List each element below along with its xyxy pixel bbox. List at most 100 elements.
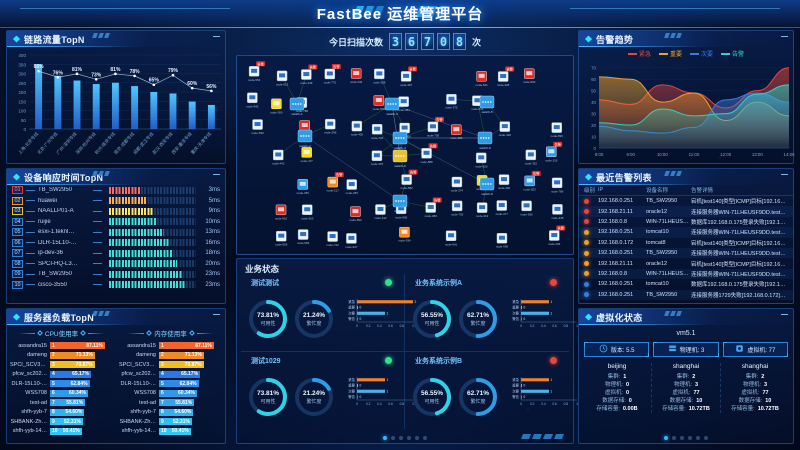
pager-dot[interactable] bbox=[696, 436, 700, 440]
device-cell: oracle12 bbox=[646, 208, 668, 215]
cpu-usage-column: CPU使用率 assandra15 1 87.11% dameng 2 71.13% SPC… bbox=[7, 325, 116, 443]
server-load-row[interactable]: DLR-15L10-… 5 62.84% bbox=[10, 379, 113, 389]
virtualization-chip[interactable]: 虚拟机: 77 bbox=[722, 342, 789, 357]
table-row[interactable]: 192.168.0.172 tomcat8 宕机[test140]类型[ICMP]目… bbox=[579, 238, 793, 248]
server-load-row[interactable]: pfcw_sc202… 4 65.17% bbox=[10, 370, 113, 380]
business-pager[interactable] bbox=[237, 436, 573, 440]
server-load-row[interactable]: dameng 2 71.13% bbox=[119, 351, 222, 361]
pager-dot[interactable] bbox=[704, 436, 708, 440]
load-value: 87.11% bbox=[86, 342, 103, 349]
collapse-icon[interactable] bbox=[781, 174, 788, 175]
business-status-cell[interactable]: 业务系统示例A 56.55% 可用性 62.71% 繁忙度 紧急 1 重要 0 次要 1 警告 0 0 0.… bbox=[405, 274, 578, 352]
collapse-icon[interactable] bbox=[213, 314, 220, 315]
server-name: shfh-yyb-14… bbox=[12, 428, 47, 435]
server-load-row[interactable]: DLR-15L10-… 5 62.84% bbox=[119, 379, 222, 389]
panel-network-topology[interactable]: 告警 node-554 node-613 告警 node-239 告警 node-775 no… bbox=[236, 55, 574, 255]
collapse-icon[interactable] bbox=[781, 314, 788, 315]
table-row[interactable]: 192.168.21.11 oracle12 连接服务器WIN-71LHEUSF9D… bbox=[579, 206, 793, 217]
server-load-row[interactable]: test-ad 7 55.81% bbox=[10, 398, 113, 408]
business-status-cell[interactable]: 测试测试 73.81% 可用性 21.24% 繁忙度 紧急 2 重要 0 次要 1 警告 0 0 0.2 0.… bbox=[241, 274, 417, 352]
table-row[interactable]: 192.168.0.251 TB_SW2950 连接服务器WIN-71LHEUSF9… bbox=[579, 247, 793, 259]
table-row[interactable]: 192.168.0.8 WIN-71LHEUS… 数据库192.168.0.175登… bbox=[579, 217, 793, 227]
metric-value: 0.00B bbox=[622, 406, 638, 412]
table-row[interactable]: 192.168.21.11 oracle12 宕机[test140]类型[ICMP]… bbox=[579, 258, 793, 268]
load-index: 8 bbox=[52, 409, 55, 416]
legend-item[interactable]: 告警 bbox=[721, 49, 744, 58]
device-response-row[interactable]: 06 DLR-15L10-… 16ms bbox=[7, 238, 225, 249]
pager-dot[interactable] bbox=[391, 436, 395, 440]
severity-dot-icon bbox=[584, 209, 589, 215]
network-topology-map[interactable]: 告警 node-554 node-613 告警 node-239 告警 node-775 no… bbox=[237, 56, 575, 256]
server-load-row[interactable]: shfh-yyb-14… 10 50.41% bbox=[10, 427, 113, 437]
server-load-row[interactable]: SHBANK-Zh… 9 52.31% bbox=[10, 417, 113, 427]
svg-text:76%: 76% bbox=[53, 70, 64, 76]
ip-cell: 192.168.0.251 bbox=[598, 291, 634, 298]
device-response-row[interactable]: 04 ruijie 10ms bbox=[7, 217, 225, 228]
legend-item[interactable]: 重要 bbox=[658, 49, 682, 58]
diamond-icon bbox=[585, 35, 592, 43]
svg-text:告警: 告警 bbox=[410, 170, 417, 175]
collapse-icon[interactable] bbox=[213, 36, 220, 37]
device-response-row[interactable]: 10 cisco-3550 23ms bbox=[7, 280, 225, 291]
svg-text:switch-5: switch-5 bbox=[481, 110, 493, 114]
pager-dot[interactable] bbox=[399, 436, 403, 440]
device-response-row[interactable]: 08 SPCI-HQ-L3… 20ms bbox=[7, 259, 225, 270]
device-response-row[interactable]: 03 NAALLP01-A 9ms bbox=[7, 206, 225, 217]
device-response-row[interactable]: 02 huawei 5ms bbox=[7, 196, 225, 207]
pager-dot[interactable] bbox=[415, 436, 419, 440]
ip-cell: 192.168.0.251 bbox=[598, 198, 634, 205]
load-index: 3 bbox=[52, 361, 55, 368]
server-load-row[interactable]: WSS708 6 60.34% bbox=[119, 389, 222, 399]
pager-dot[interactable] bbox=[407, 436, 411, 440]
svg-text:0: 0 bbox=[520, 324, 522, 328]
legend-item[interactable]: 次要 bbox=[690, 49, 713, 58]
server-name: WSS708 bbox=[134, 390, 156, 397]
device-name: SPCI-HQ-L3… bbox=[38, 260, 78, 267]
svg-text:node-984: node-984 bbox=[398, 108, 411, 112]
pager-dot[interactable] bbox=[383, 436, 387, 440]
diamond-icon bbox=[13, 313, 20, 321]
business-status-cell[interactable]: 业务系统示例B 56.55% 可用性 62.71% 繁忙度 紧急 1 重要 0 次要 1 警告 0 0 0.… bbox=[405, 352, 578, 430]
device-response-row[interactable]: 01 TB_SW2950 3ms bbox=[7, 185, 225, 196]
server-load-row[interactable]: shfh-yyb-7 8 54.60% bbox=[10, 408, 113, 418]
virtualization-chip[interactable]: 版本: 5.5 bbox=[584, 342, 650, 357]
pager-dot[interactable] bbox=[688, 436, 692, 440]
server-load-row[interactable]: WSS708 6 60.34% bbox=[10, 389, 113, 399]
device-response-row[interactable]: 05 esxi-1.teknl… 13ms bbox=[7, 227, 225, 238]
pager-dot[interactable] bbox=[680, 436, 684, 440]
device-response-row[interactable]: 09 TB_SW2950 23ms bbox=[7, 269, 225, 280]
header-right-decoration bbox=[570, 8, 780, 18]
collapse-icon[interactable] bbox=[213, 174, 220, 175]
server-load-row[interactable]: assandra15 1 87.11% bbox=[119, 341, 222, 351]
server-load-row[interactable]: SHBANK-Zh… 9 52.31% bbox=[119, 417, 222, 427]
legend-item[interactable]: 紧急 bbox=[627, 49, 651, 58]
table-row[interactable]: 192.168.0.251 TB_SW2950 宕机[test140]类型[ICMP… bbox=[579, 196, 793, 206]
server-load-row[interactable]: SPCI_SCV30… 3 70.87% bbox=[10, 360, 113, 370]
table-row[interactable]: 192.168.0.251 tomcat10 连接服务器WIN-71LHEUSF9D… bbox=[579, 227, 793, 238]
counter-digit: 7 bbox=[421, 33, 434, 51]
server-load-row[interactable]: pfcw_sc202… 4 65.17% bbox=[119, 370, 222, 380]
load-value: 60.34% bbox=[69, 390, 86, 397]
svg-text:node-217: node-217 bbox=[327, 189, 340, 193]
device-cell: TB_SW2950 bbox=[646, 198, 678, 205]
collapse-icon[interactable] bbox=[781, 36, 788, 37]
server-load-row[interactable]: dameng 2 71.13% bbox=[10, 351, 113, 361]
virtualization-pager[interactable] bbox=[579, 436, 793, 440]
pager-dot[interactable] bbox=[672, 436, 676, 440]
table-row[interactable]: 192.168.0.251 tomcat10 数据库192.168.0.175登录失… bbox=[579, 279, 793, 289]
server-load-row[interactable]: SPCI_SCV30… 3 70.87% bbox=[119, 360, 222, 370]
device-cell: WIN-71LHEUS… bbox=[646, 270, 689, 277]
device-response-row[interactable]: 07 ip-dev-36 18ms bbox=[7, 248, 225, 259]
business-status-cell[interactable]: 测试1029 73.81% 可用性 21.24% 繁忙度 紧急 1 重要 0 次要 1 警告 0 0 0.2… bbox=[241, 351, 414, 429]
table-row[interactable]: 192.168.0.251 TB_SW2950 连接服务器1729失败[192.16… bbox=[579, 289, 793, 300]
table-row[interactable]: 192.168.0.8 WIN-71LHEUS… 连接服务器WIN-71LHEUSF… bbox=[579, 268, 793, 280]
server-load-row[interactable]: shfh-yyb-7 8 54.60% bbox=[119, 408, 222, 418]
server-load-row[interactable]: assandra15 1 87.11% bbox=[10, 341, 113, 351]
virtualization-chip[interactable]: 物理机: 3 bbox=[653, 342, 719, 357]
pager-dot[interactable] bbox=[664, 436, 668, 440]
load-track: 5 62.84% bbox=[159, 380, 222, 388]
server-load-row[interactable]: test-ad 7 55.81% bbox=[119, 398, 222, 408]
server-load-row[interactable]: shfh-yyb-14… 10 50.41% bbox=[119, 427, 222, 437]
pager-dot[interactable] bbox=[423, 436, 427, 440]
svg-text:node-775: node-775 bbox=[324, 80, 337, 84]
